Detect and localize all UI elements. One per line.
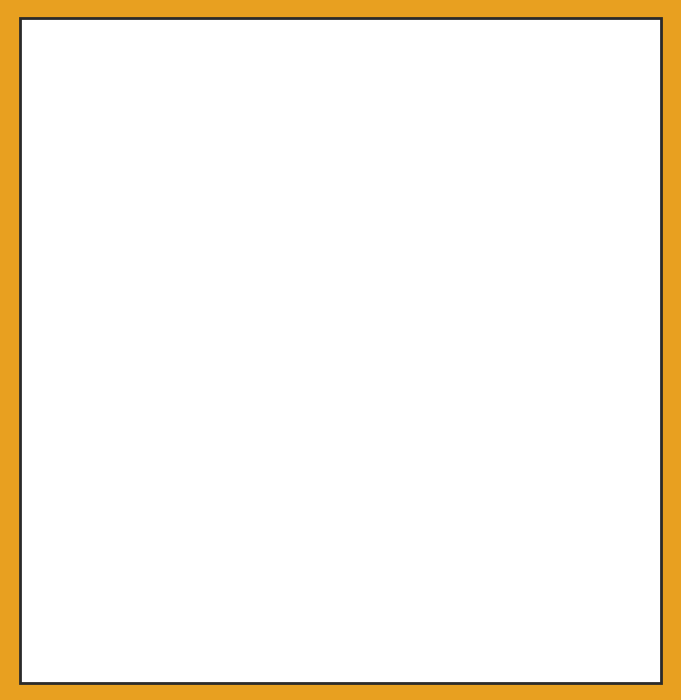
Bar	[276, 277, 356, 286]
Bar	[300, 38, 304, 104]
Text: 3. Collar: 3. Collar	[125, 230, 173, 241]
Bar	[276, 470, 356, 478]
Text: 3. Insulated Attic Shield: 3. Insulated Attic Shield	[59, 277, 193, 287]
Bar	[276, 183, 356, 191]
Bar	[276, 418, 356, 426]
Bar	[294, 101, 338, 113]
Bar	[306, 565, 327, 593]
Polygon shape	[281, 591, 351, 617]
Bar	[328, 38, 333, 104]
Bar	[306, 333, 326, 423]
Text: 4. Roof Support: 4. Roof Support	[79, 160, 168, 170]
Bar	[326, 473, 330, 563]
Text: 2. Firestop with: 2. Firestop with	[67, 350, 155, 360]
Text: *Pictures for information only.: *Pictures for information only.	[46, 664, 187, 673]
Bar	[304, 285, 328, 318]
Ellipse shape	[304, 33, 329, 43]
Text: 1. Trim: 1. Trim	[609, 502, 648, 512]
Text: 1. Collar: 1. Collar	[600, 393, 648, 403]
Bar	[328, 285, 333, 318]
Bar	[303, 473, 306, 563]
Text: 1. Round Ceiling Support: 1. Round Ceiling Support	[505, 430, 648, 440]
Text: 1. Flue Extension: 1. Flue Extension	[57, 477, 155, 486]
Text: 7. Rain Cap with Shield: 7. Rain Cap with Shield	[52, 49, 184, 59]
Bar	[276, 330, 356, 426]
Bar	[276, 470, 356, 566]
Bar	[306, 186, 326, 282]
Bar	[304, 426, 328, 460]
Bar	[276, 456, 357, 470]
Text: 6. Storm Collar: 6. Storm Collar	[92, 100, 177, 111]
Text: ($\bf{Stainless\ 304}$): ($\bf{Stainless\ 304}$)	[558, 178, 648, 192]
Bar	[306, 473, 326, 563]
Bar	[276, 314, 357, 327]
Bar	[300, 113, 304, 179]
Bar	[304, 38, 328, 104]
Text: 2. Collar: 2. Collar	[601, 323, 648, 333]
Text: 5. Chimney Lenght: 5. Chimney Lenght	[540, 236, 648, 246]
Bar	[300, 426, 304, 460]
Bar	[326, 333, 330, 423]
Text: Radiation Sheild: Radiation Sheild	[51, 360, 155, 370]
Bar	[288, 41, 345, 51]
Bar	[328, 113, 333, 179]
Bar	[276, 183, 356, 286]
Polygon shape	[217, 120, 402, 159]
Bar	[328, 426, 333, 460]
Ellipse shape	[288, 44, 345, 59]
Bar	[303, 186, 306, 282]
Bar	[302, 565, 306, 593]
Bar	[326, 186, 330, 282]
Bar	[276, 557, 356, 566]
Bar	[303, 333, 306, 423]
Bar	[280, 586, 353, 593]
Text: 6. Vented Roof Flashing: 6. Vented Roof Flashing	[513, 171, 648, 181]
Bar	[276, 330, 356, 339]
Bar	[304, 113, 328, 179]
Bar	[327, 565, 330, 593]
Bar	[300, 285, 304, 318]
